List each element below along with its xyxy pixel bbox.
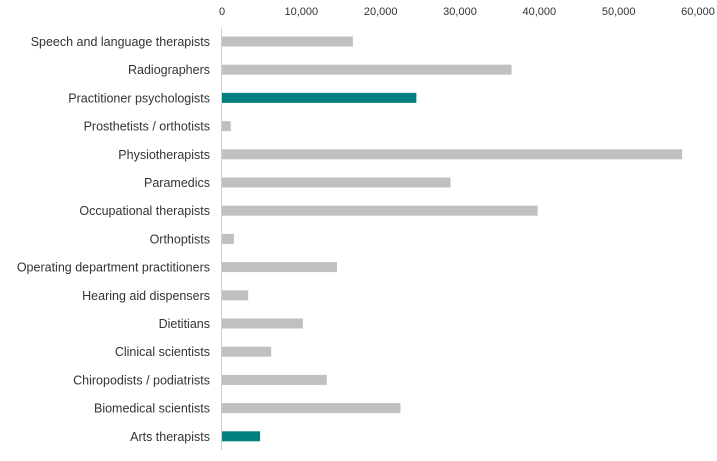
category-label: Orthoptists (150, 232, 210, 246)
bar-radiographers (222, 64, 512, 75)
bar-paramedics (222, 177, 451, 188)
category-label: Radiographers (128, 63, 210, 77)
bar-practitioner-psychologists (222, 92, 417, 103)
bar-arts-therapists (222, 431, 261, 442)
x-tick-label: 10,000 (285, 6, 319, 18)
bar-orthoptists (222, 233, 234, 244)
category-label: Speech and language therapists (31, 35, 210, 49)
x-tick-label: 30,000 (443, 6, 477, 18)
bar-physiotherapists (222, 149, 683, 160)
bar-clinical-scientists (222, 346, 272, 357)
bar-hearing-aid-dispensers (222, 290, 249, 301)
category-label: Practitioner psychologists (68, 91, 210, 105)
bar-biomedical-scientists (222, 403, 401, 414)
x-tick-label: 40,000 (523, 6, 557, 18)
category-label: Dietitians (159, 317, 210, 331)
category-label: Physiotherapists (118, 148, 210, 162)
category-label: Occupational therapists (79, 204, 210, 218)
category-label: Arts therapists (130, 430, 210, 444)
x-tick-label: 20,000 (364, 6, 398, 18)
category-label: Chiropodists / podiatrists (73, 373, 210, 387)
category-label: Clinical scientists (115, 345, 210, 359)
x-tick-label: 60,000 (681, 6, 715, 18)
category-label: Biomedical scientists (94, 402, 210, 416)
category-label: Prosthetists / orthotists (84, 120, 210, 134)
bar-occupational-therapists (222, 205, 538, 216)
bar-speech-and-language-therapists (222, 36, 353, 47)
bars (222, 36, 683, 442)
x-axis-ticks: 0 10,000 20,000 30,000 40,000 50,000 60,000 (219, 6, 715, 18)
category-label: Paramedics (144, 176, 210, 190)
bar-operating-department-practitioners (222, 262, 338, 273)
category-label: Hearing aid dispensers (82, 289, 210, 303)
x-tick-label: 50,000 (602, 6, 636, 18)
bar-prosthetists-orthotists (222, 121, 231, 132)
x-tick-label: 0 (219, 6, 225, 18)
bar-chiropodists-podiatrists (222, 374, 327, 385)
category-label: Operating department practitioners (17, 261, 210, 275)
category-labels: Speech and language therapists Radiograph… (17, 35, 210, 444)
bar-dietitians (222, 318, 303, 329)
